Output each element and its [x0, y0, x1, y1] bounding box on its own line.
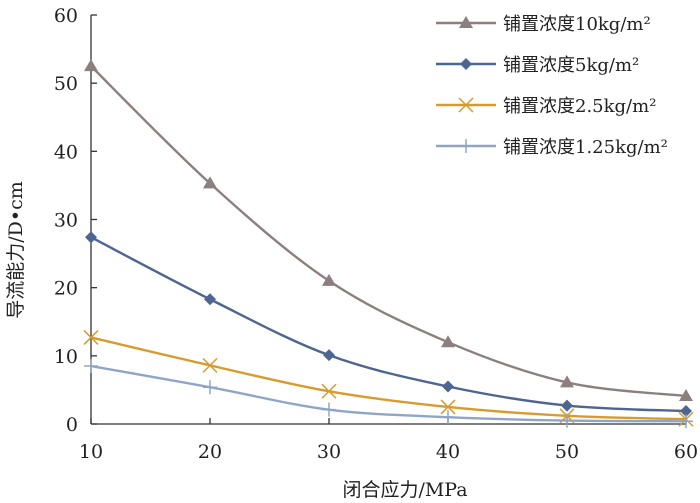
y-tick-label: 0 — [66, 414, 78, 436]
legend-marker — [460, 58, 472, 70]
x-tick-label: 40 — [436, 441, 460, 463]
data-point — [204, 293, 216, 306]
series-1 — [84, 59, 693, 402]
y-tick-label: 10 — [54, 346, 78, 368]
data-point — [440, 399, 456, 415]
legend-marker — [459, 16, 473, 28]
data-point — [83, 329, 99, 345]
y-axis-title: 导流能力/D•cm — [5, 181, 27, 319]
legend-item-2: 铺置浓度5kg/m² — [436, 55, 639, 76]
data-point — [321, 383, 337, 399]
x-tick-label: 30 — [317, 441, 341, 463]
y-tick-label: 50 — [54, 73, 78, 95]
series-line — [90, 364, 687, 423]
data-point — [442, 380, 454, 393]
data-point — [441, 335, 455, 348]
x-tick-label: 20 — [198, 441, 222, 463]
data-point — [560, 375, 574, 388]
data-point — [85, 231, 97, 244]
y-tick-label: 30 — [54, 210, 78, 232]
x-tick-label: 50 — [555, 441, 579, 463]
legend-item-1: 铺置浓度10kg/m² — [436, 14, 651, 35]
legend-label: 铺置浓度2.5kg/m² — [503, 96, 656, 117]
data-point — [202, 357, 218, 373]
data-point — [322, 273, 336, 286]
legend: 铺置浓度10kg/m² 铺置浓度5kg/m² 铺置浓度2.5kg/m² 铺置浓度1.2… — [436, 14, 668, 158]
data-point — [84, 59, 98, 72]
x-axis-title: 闭合应力/MPa — [342, 479, 467, 501]
series-line — [90, 236, 687, 413]
y-tick-label: 20 — [54, 278, 78, 300]
legend-label: 铺置浓度10kg/m² — [503, 14, 651, 35]
legend-item-3: 铺置浓度2.5kg/m² — [436, 96, 656, 117]
y-tick-label: 40 — [54, 141, 78, 163]
series-line — [90, 336, 687, 421]
data-point — [561, 399, 573, 412]
data-point — [322, 402, 336, 417]
series-4 — [84, 359, 693, 429]
data-point — [560, 413, 574, 428]
data-point — [679, 414, 693, 429]
data-point — [84, 359, 98, 374]
legend-label: 铺置浓度1.25kg/m² — [503, 137, 668, 158]
data-point — [323, 349, 335, 362]
legend-item-4: 铺置浓度1.25kg/m² — [436, 137, 668, 158]
x-tick-label: 60 — [674, 441, 698, 463]
data-point — [441, 410, 455, 425]
data-point — [203, 176, 217, 189]
legend-marker — [458, 97, 474, 113]
legend-marker — [459, 139, 473, 153]
series-3 — [83, 329, 694, 427]
data-point — [203, 380, 217, 395]
series-2 — [85, 231, 692, 418]
legend-label: 铺置浓度5kg/m² — [503, 55, 639, 76]
data-point — [679, 389, 693, 402]
y-tick-label: 60 — [54, 5, 78, 27]
x-tick-label: 10 — [79, 441, 103, 463]
data-point — [680, 405, 692, 418]
series-layer — [83, 59, 694, 429]
